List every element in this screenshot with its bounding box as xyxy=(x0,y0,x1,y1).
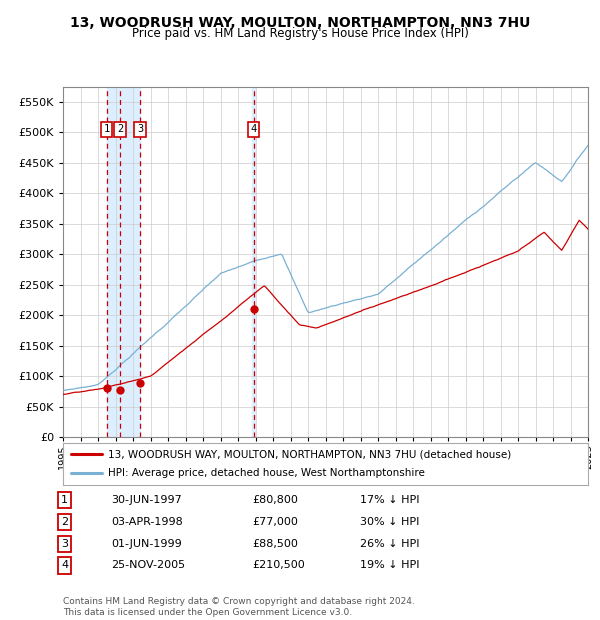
Text: £77,000: £77,000 xyxy=(252,517,298,527)
Bar xyxy=(107,87,140,437)
Text: 4: 4 xyxy=(61,560,68,570)
Text: 2: 2 xyxy=(61,517,68,527)
Text: £210,500: £210,500 xyxy=(252,560,305,570)
Text: 26% ↓ HPI: 26% ↓ HPI xyxy=(360,539,419,549)
Text: 17% ↓ HPI: 17% ↓ HPI xyxy=(360,495,419,505)
Text: 3: 3 xyxy=(61,539,68,549)
Text: 03-APR-1998: 03-APR-1998 xyxy=(111,517,183,527)
Text: 2: 2 xyxy=(117,125,123,135)
Text: 19% ↓ HPI: 19% ↓ HPI xyxy=(360,560,419,570)
Text: 30-JUN-1997: 30-JUN-1997 xyxy=(111,495,182,505)
Text: 01-JUN-1999: 01-JUN-1999 xyxy=(111,539,182,549)
Text: 1: 1 xyxy=(61,495,68,505)
Text: 25-NOV-2005: 25-NOV-2005 xyxy=(111,560,185,570)
Text: HPI: Average price, detached house, West Northamptonshire: HPI: Average price, detached house, West… xyxy=(107,469,425,479)
Bar xyxy=(252,87,255,437)
Text: Price paid vs. HM Land Registry's House Price Index (HPI): Price paid vs. HM Land Registry's House … xyxy=(131,27,469,40)
Text: £80,800: £80,800 xyxy=(252,495,298,505)
Text: 3: 3 xyxy=(137,125,143,135)
Text: £88,500: £88,500 xyxy=(252,539,298,549)
Text: 13, WOODRUSH WAY, MOULTON, NORTHAMPTON, NN3 7HU (detached house): 13, WOODRUSH WAY, MOULTON, NORTHAMPTON, … xyxy=(107,449,511,459)
Text: 1: 1 xyxy=(103,125,110,135)
Text: 30% ↓ HPI: 30% ↓ HPI xyxy=(360,517,419,527)
Text: Contains HM Land Registry data © Crown copyright and database right 2024.
This d: Contains HM Land Registry data © Crown c… xyxy=(63,598,415,617)
Text: 13, WOODRUSH WAY, MOULTON, NORTHAMPTON, NN3 7HU: 13, WOODRUSH WAY, MOULTON, NORTHAMPTON, … xyxy=(70,16,530,30)
Text: 4: 4 xyxy=(250,125,257,135)
